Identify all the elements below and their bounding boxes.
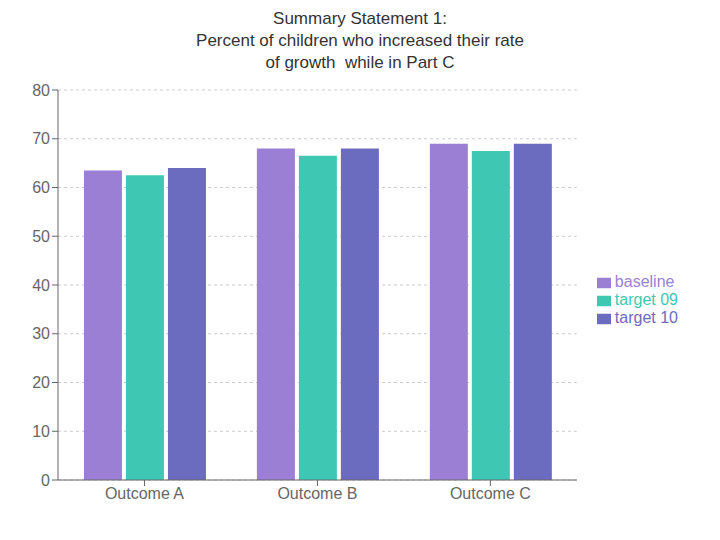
svg-text:Outcome A: Outcome A <box>105 485 184 502</box>
html-text:of growth while in Part C: of growth while in Part C <box>265 53 455 72</box>
html-text:Summary Statement 1:: Summary Statement 1: <box>273 9 447 28</box>
svg-text:40: 40 <box>32 277 50 294</box>
svg-text:70: 70 <box>32 130 50 147</box>
html-text:target 09: target 09 <box>614 291 678 308</box>
html-text:target 10: target 10 <box>614 309 678 326</box>
html-text:Percent of children who increa: Percent of children who increased their … <box>196 31 524 50</box>
svg-text:10: 10 <box>32 423 50 440</box>
svg-text:60: 60 <box>32 179 50 196</box>
svg-text:Outcome B: Outcome B <box>277 485 357 502</box>
svg-text:80: 80 <box>32 82 50 99</box>
svg-text:20: 20 <box>32 374 50 391</box>
svg-text:30: 30 <box>32 325 50 342</box>
svg-text:0: 0 <box>41 472 50 489</box>
html-text:baseline: baseline <box>614 273 675 290</box>
svg-text:50: 50 <box>32 228 50 245</box>
svg-text:Outcome C: Outcome C <box>450 485 531 502</box>
